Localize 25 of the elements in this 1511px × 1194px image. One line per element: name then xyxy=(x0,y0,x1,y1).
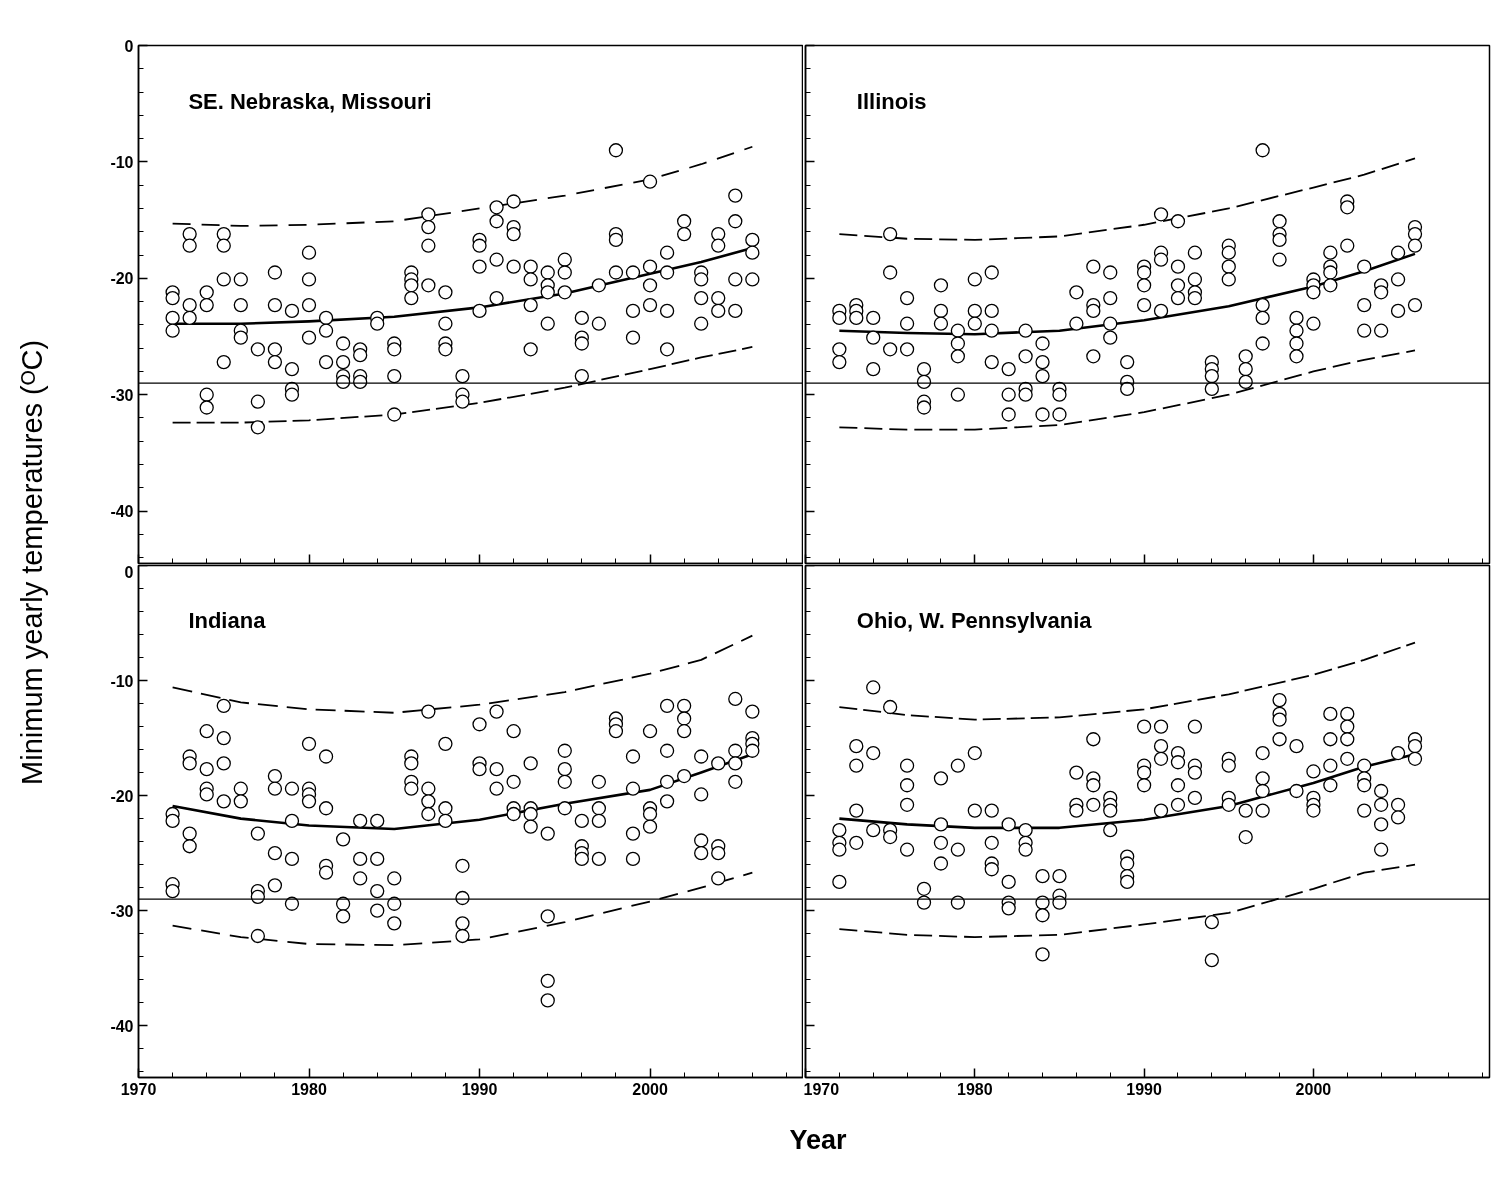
x-tick-label: 1970 xyxy=(120,1080,157,1098)
y-tick-label: 0 xyxy=(124,37,134,55)
y-tick-label: -40 xyxy=(110,503,134,521)
y-tick-label: -10 xyxy=(110,153,134,171)
line-series xyxy=(171,145,754,227)
y-tick-label: -20 xyxy=(110,787,134,805)
y-tick-label: -40 xyxy=(110,1017,134,1035)
x-tick-label: 2000 xyxy=(1295,1080,1332,1098)
x-tick-label: 1980 xyxy=(291,1080,327,1098)
text: Indiana xyxy=(188,608,267,634)
y-tick-label: 0 xyxy=(124,563,134,581)
x-axis-title: Year xyxy=(789,1124,848,1155)
x-tick-label: 1990 xyxy=(1126,1080,1163,1098)
y-tick-label: -10 xyxy=(110,672,134,690)
y-tick-label: -20 xyxy=(110,270,134,288)
x-tick-label: 2000 xyxy=(632,1080,668,1098)
text: Ohio, W. Pennsylvania xyxy=(856,608,1093,634)
y-axis-title: Minimum yearly temperatures (ᴼC) xyxy=(16,339,49,785)
x-tick-label: 1970 xyxy=(803,1080,840,1098)
text: Illinois xyxy=(856,88,927,114)
x-tick-label: 1990 xyxy=(461,1080,498,1098)
text: SE. Nebraska, Missouri xyxy=(188,88,432,114)
y-tick-label: -30 xyxy=(110,386,134,404)
x-tick-label: 1980 xyxy=(957,1080,993,1098)
y-tick-label: -30 xyxy=(110,902,134,920)
